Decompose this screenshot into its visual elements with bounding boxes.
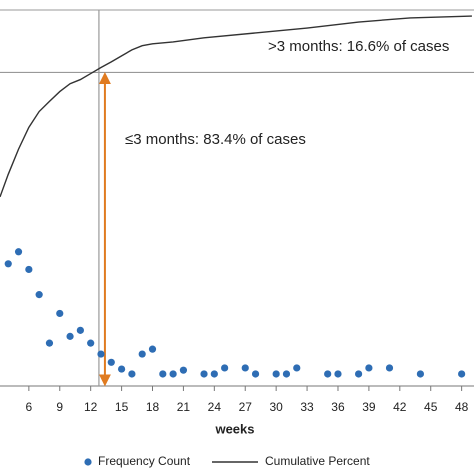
frequency-point: [128, 370, 136, 378]
frequency-point: [169, 370, 177, 378]
frequency-point: [334, 370, 342, 378]
frequency-point: [35, 291, 43, 299]
annotation: >3 months: 16.6% of cases: [268, 38, 449, 55]
frequency-point: [282, 370, 291, 378]
x-tick-label: 48: [455, 400, 469, 414]
frequency-point: [117, 365, 126, 373]
frequency-point: [324, 370, 332, 378]
frequency-point: [97, 350, 105, 358]
frequency-point: [251, 370, 260, 378]
frequency-point: [45, 339, 54, 347]
x-tick-label: 12: [84, 400, 98, 414]
x-tick-label: 21: [177, 400, 191, 414]
frequency-point: [159, 370, 167, 378]
frequency-point: [76, 326, 84, 334]
legend-label: Cumulative Percent: [265, 454, 370, 468]
annotation: ≤3 months: 83.4% of cases: [125, 131, 306, 148]
x-tick-label: 36: [331, 400, 345, 414]
x-tick-label: 27: [239, 400, 253, 414]
frequency-point: [293, 364, 301, 372]
x-tick-label: 30: [269, 400, 283, 414]
x-tick-label: 39: [362, 400, 376, 414]
frequency-point: [354, 370, 363, 378]
frequency-point: [179, 366, 188, 374]
frequency-point: [272, 370, 280, 378]
frequency-point: [14, 248, 23, 256]
frequency-point: [138, 350, 146, 358]
legend-label: Frequency Count: [98, 454, 191, 468]
x-tick-label: 33: [300, 400, 314, 414]
frequency-point: [56, 309, 64, 318]
frequency-point: [221, 364, 229, 372]
frequency-point: [107, 358, 115, 366]
frequency-point: [25, 265, 33, 274]
frequency-point: [66, 332, 74, 340]
frequency-point: [148, 345, 157, 353]
x-tick-label: 6: [26, 400, 33, 414]
frequency-point: [416, 370, 425, 378]
x-tick-label: 9: [56, 400, 63, 414]
x-tick-label: 45: [424, 400, 438, 414]
x-tick-label: 42: [393, 400, 407, 414]
x-tick-label: 24: [208, 400, 222, 414]
x-tick-label: 18: [146, 400, 160, 414]
legend-marker: [84, 458, 92, 466]
x-tick-label: 15: [115, 400, 129, 414]
frequency-point: [385, 364, 394, 372]
frequency-point: [200, 370, 208, 378]
frequency-point: [4, 260, 12, 268]
frequency-point: [458, 370, 466, 378]
cumulative-line: [0, 15, 472, 198]
frequency-point: [241, 364, 249, 372]
x-axis-label: weeks: [214, 421, 254, 436]
frequency-point: [87, 339, 95, 347]
frequency-point: [365, 364, 373, 372]
frequency-point: [210, 370, 218, 378]
